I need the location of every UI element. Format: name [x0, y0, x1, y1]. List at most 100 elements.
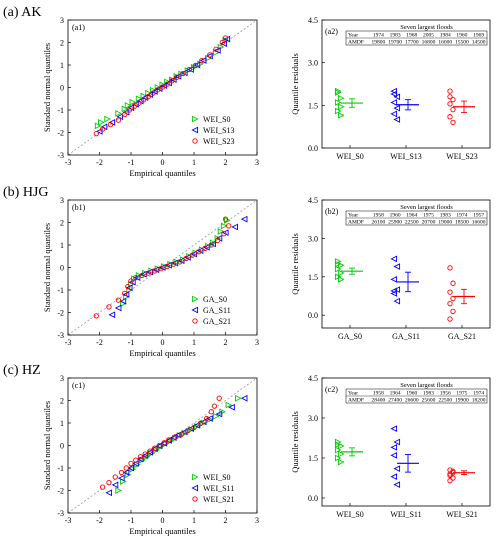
qq-point	[121, 105, 129, 113]
qq-y-tick-label: 2	[60, 39, 64, 48]
qq-point	[225, 401, 233, 409]
residual-point	[390, 473, 398, 480]
qq-point	[192, 62, 199, 69]
floods-table-amdf: 26600	[405, 398, 419, 404]
qq-point	[207, 52, 213, 58]
qq-y-tick-label: 2	[60, 397, 64, 406]
qq-x-tick-label: -2	[96, 516, 103, 525]
floods-table-year: 1960	[456, 33, 467, 39]
residual-group	[447, 88, 475, 126]
qq-point	[118, 469, 125, 476]
floods-table-year: 1960	[406, 391, 417, 397]
qq-plot: -3 -2 -1 0 1 2 3 -3 -2 -1 0 1 2 3 Empirical quantiles S…	[42, 374, 259, 536]
residual-y-tick-label: 3.0	[308, 414, 318, 423]
residual-plot: 0.0 1.5 3.0 4.5 Quantile residuals WEI_S0 WEI_…	[290, 16, 491, 161]
residual-point	[390, 99, 398, 106]
qq-point	[222, 35, 229, 41]
row-label: (b) HJG	[3, 185, 49, 200]
qq-y-tick-label: -1	[57, 286, 64, 295]
qq-point	[131, 103, 137, 110]
residual-y-tick-label: 0.0	[308, 144, 318, 153]
floods-table-amdf: 20700	[422, 220, 436, 226]
legend-marker	[191, 115, 199, 123]
qq-point	[208, 409, 214, 415]
qq-point	[196, 247, 204, 254]
qq-x-tick-label: 3	[255, 338, 259, 347]
qq-plot: -3 -2 -1 0 1 2 3 -3 -2 -1 0 1 2 3 Empirical quantiles S…	[42, 16, 259, 178]
qq-point	[222, 216, 229, 222]
qq-point	[202, 243, 210, 251]
legend-marker	[191, 484, 199, 492]
qq-point	[214, 47, 221, 54]
legend-marker	[192, 318, 198, 324]
qq-point	[199, 57, 205, 64]
qq-reference-line	[67, 377, 258, 514]
floods-table-year: 1957	[473, 213, 484, 219]
qq-point	[140, 97, 147, 103]
qq-point	[185, 428, 191, 434]
floods-table-year: 1958	[373, 213, 384, 219]
residual-point	[447, 471, 453, 477]
qq-point	[164, 263, 170, 270]
qq-point	[142, 451, 148, 457]
qq-x-tick-label: 0	[161, 158, 165, 167]
qq-point	[215, 410, 223, 418]
floods-table-year: 1968	[406, 33, 417, 39]
residual-point	[450, 96, 456, 103]
residual-group	[447, 467, 475, 484]
residual-point	[450, 106, 456, 113]
qq-point	[158, 265, 164, 272]
residual-y-tick-label: 1.5	[308, 273, 318, 282]
floods-table-year: 1984	[440, 33, 451, 39]
qq-point	[177, 257, 185, 265]
qq-legend: WEI_S0 WEI_S11 WEI_S21	[191, 473, 235, 504]
qq-point	[240, 215, 248, 223]
legend-label: GA_S21	[203, 317, 231, 326]
qq-point	[174, 74, 180, 81]
legend-label: GA_S0	[203, 295, 227, 304]
qq-series	[105, 394, 248, 497]
qq-point	[180, 70, 186, 77]
floods-table-amdf: 19800	[371, 40, 385, 46]
qq-point	[174, 72, 182, 80]
qq-point	[224, 216, 231, 224]
qq-point	[181, 429, 189, 437]
residual-point	[450, 468, 456, 474]
qq-x-tick-label: 2	[224, 158, 228, 167]
qq-point	[100, 484, 106, 490]
qq-point	[128, 278, 136, 286]
floods-table-amdf: 16000	[438, 40, 452, 46]
residual-panel-tag: (b2)	[325, 207, 339, 216]
qq-point	[217, 228, 225, 235]
floods-table-amdf: 19000	[438, 220, 452, 226]
qq-y-tick-label: 1	[60, 241, 64, 250]
residual-point	[447, 265, 453, 271]
qq-point	[156, 442, 163, 449]
qq-y-tick-label: -2	[57, 487, 64, 496]
qq-y-axis-title: Standard normal quantiles	[42, 43, 52, 132]
floods-table-year: 1974	[456, 213, 467, 219]
qq-x-tick-label: 2	[224, 338, 228, 347]
qq-point	[124, 102, 132, 109]
qq-point	[214, 237, 221, 244]
residual-group	[390, 425, 419, 488]
residual-category-label: GA_S0	[338, 332, 362, 341]
floods-table-year: 1974	[473, 391, 484, 397]
floods-table-year: 1983	[390, 33, 401, 39]
qq-reference-line	[67, 19, 258, 156]
qq-point	[191, 424, 197, 431]
qq-series	[93, 35, 229, 137]
qq-point	[194, 423, 201, 430]
qq-point	[209, 240, 216, 248]
qq-point	[150, 90, 156, 96]
floods-table-amdf: 18500	[455, 220, 469, 226]
qq-point	[114, 304, 122, 312]
residual-point	[393, 104, 401, 112]
qq-point	[206, 416, 214, 423]
floods-table-year-label: Year	[348, 33, 358, 39]
qq-point	[220, 40, 227, 47]
residual-y-tick-label: 0.0	[308, 494, 318, 503]
floods-table-amdf: 16800	[422, 40, 436, 46]
legend-label: WEI_S0	[203, 473, 231, 482]
qq-point	[197, 420, 203, 427]
